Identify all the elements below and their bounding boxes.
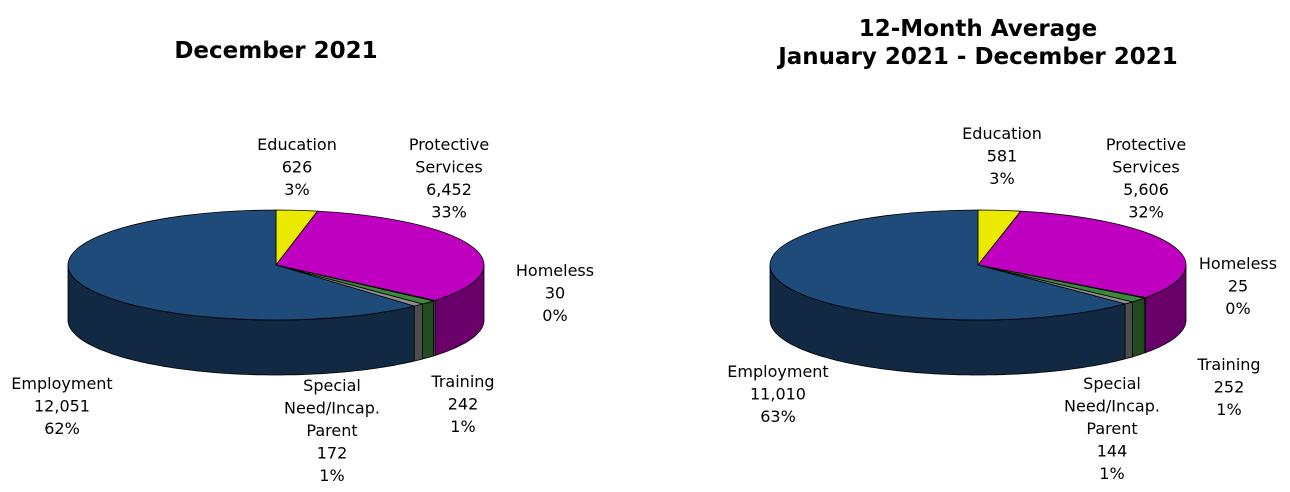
pie-side-special-need-incap-parent — [413, 303, 424, 362]
pie-chart-1: December 2021 Education 626 3% Protective Ser… — [11, 38, 594, 485]
pie-side-training — [422, 300, 435, 360]
slice-label-employment: Employment 11,010 63% — [727, 362, 828, 426]
slice-label-protective-services: Protective Services 6,452 33% — [409, 135, 489, 222]
slice-label-special-need-incap-parent: Special Need/Incap. Parent 172 1% — [284, 376, 380, 485]
slice-label-employment: Employment 12,051 62% — [11, 374, 112, 438]
pie-side-walls — [769, 265, 1187, 376]
pie-side-special-need-incap-parent — [1124, 301, 1133, 360]
pie-side-walls — [67, 265, 485, 376]
pie-slice-protective-services — [977, 210, 1187, 299]
pie-slice-employment — [67, 209, 415, 321]
chart-title: December 2021 — [174, 38, 377, 64]
chart-title: 12-Month Average — [859, 16, 1098, 42]
slice-label-education: Education 581 3% — [962, 124, 1042, 188]
chart-subtitle: January 2021 - December 2021 — [776, 44, 1178, 70]
pie-top — [67, 209, 485, 321]
slice-label-homeless: Homeless 25 0% — [1199, 254, 1277, 318]
pie-slice-protective-services — [275, 210, 485, 301]
slice-label-training: Training 242 1% — [430, 372, 494, 436]
slice-label-homeless: Homeless 30 0% — [516, 261, 594, 325]
pie-top — [769, 209, 1187, 321]
slice-label-training: Training 252 1% — [1196, 355, 1260, 419]
slice-label-protective-services: Protective Services 5,606 32% — [1106, 135, 1186, 222]
slice-label-education: Education 626 3% — [257, 135, 337, 199]
pie-slice-employment — [769, 209, 1126, 321]
pie-side-training — [1132, 297, 1145, 358]
slice-label-special-need-incap-parent: Special Need/Incap. Parent 144 1% — [1064, 374, 1160, 483]
